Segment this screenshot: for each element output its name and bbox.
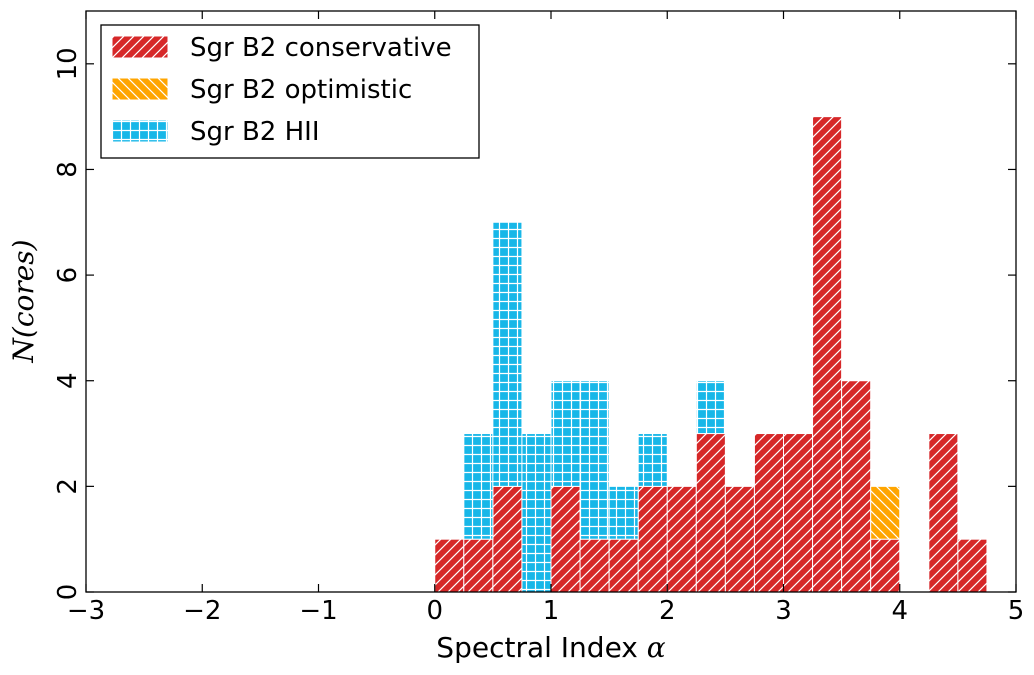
bar-sgr-b2-conservative <box>957 538 988 593</box>
bar-sgr-b2-conservative <box>724 485 755 593</box>
y-axis-label: N(cores) <box>7 239 40 363</box>
bar-sgr-b2-hii <box>579 380 610 540</box>
bar-sgr-b2-conservative <box>695 433 726 593</box>
x-axis-label: Spectral Index α <box>436 631 665 664</box>
bar-sgr-b2-hii <box>521 433 552 593</box>
x-tick-label: 5 <box>1008 596 1025 626</box>
bar-sgr-b2-conservative <box>841 380 872 593</box>
y-tick-label: 4 <box>53 372 83 389</box>
bar-sgr-b2-conservative <box>666 485 697 593</box>
bar-sgr-b2-hii <box>637 433 668 487</box>
y-tick-label: 8 <box>53 161 83 178</box>
bar-sgr-b2-conservative <box>783 433 814 593</box>
x-tick-label: 4 <box>891 596 908 626</box>
bar-sgr-b2-conservative <box>434 538 465 593</box>
x-tick-label: 1 <box>543 596 560 626</box>
bar-sgr-b2-conservative <box>463 538 494 593</box>
legend: Sgr B2 conservative Sgr B2 optimistic Sgr … <box>100 24 480 159</box>
bar-sgr-b2-conservative <box>928 433 959 593</box>
bar-sgr-b2-hii <box>492 221 523 487</box>
x-tick-label: 3 <box>775 596 792 626</box>
bar-sgr-b2-conservative <box>579 538 610 593</box>
legend-label: Sgr B2 conservative <box>190 33 452 63</box>
legend-entry: Sgr B2 optimistic <box>111 75 412 105</box>
x-tick-label: 0 <box>426 596 443 626</box>
bar-sgr-b2-optimistic <box>870 485 901 540</box>
bar-sgr-b2-conservative <box>492 485 523 593</box>
bar-sgr-b2-conservative <box>753 433 784 593</box>
legend-entry: Sgr B2 conservative <box>111 33 452 63</box>
x-tick-label: 2 <box>659 596 676 626</box>
x-tick-label: −3 <box>67 596 105 626</box>
ticks-layer: −3 −2 −1 0 1 2 3 4 5 0 2 4 6 8 10 <box>53 11 1024 626</box>
bar-sgr-b2-hii <box>463 433 494 540</box>
legend-label: Sgr B2 HII <box>190 117 320 147</box>
legend-label: Sgr B2 optimistic <box>190 75 412 105</box>
bar-sgr-b2-conservative <box>870 538 901 593</box>
bar-sgr-b2-conservative <box>550 485 581 593</box>
x-tick-label: −1 <box>299 596 337 626</box>
y-tick-label: 6 <box>53 267 83 284</box>
bar-sgr-b2-hii <box>608 485 639 540</box>
y-tick-label: 10 <box>53 47 83 80</box>
bar-sgr-b2-hii <box>550 380 581 487</box>
bars-layer <box>434 116 988 593</box>
y-tick-label: 0 <box>53 584 83 601</box>
bar-sgr-b2-conservative <box>812 116 843 593</box>
bar-sgr-b2-hii <box>695 380 726 435</box>
x-tick-label: −2 <box>183 596 221 626</box>
y-tick-label: 2 <box>53 478 83 495</box>
bar-sgr-b2-conservative <box>608 538 639 593</box>
legend-entry: Sgr B2 HII <box>111 117 320 147</box>
bar-sgr-b2-conservative <box>637 485 668 593</box>
